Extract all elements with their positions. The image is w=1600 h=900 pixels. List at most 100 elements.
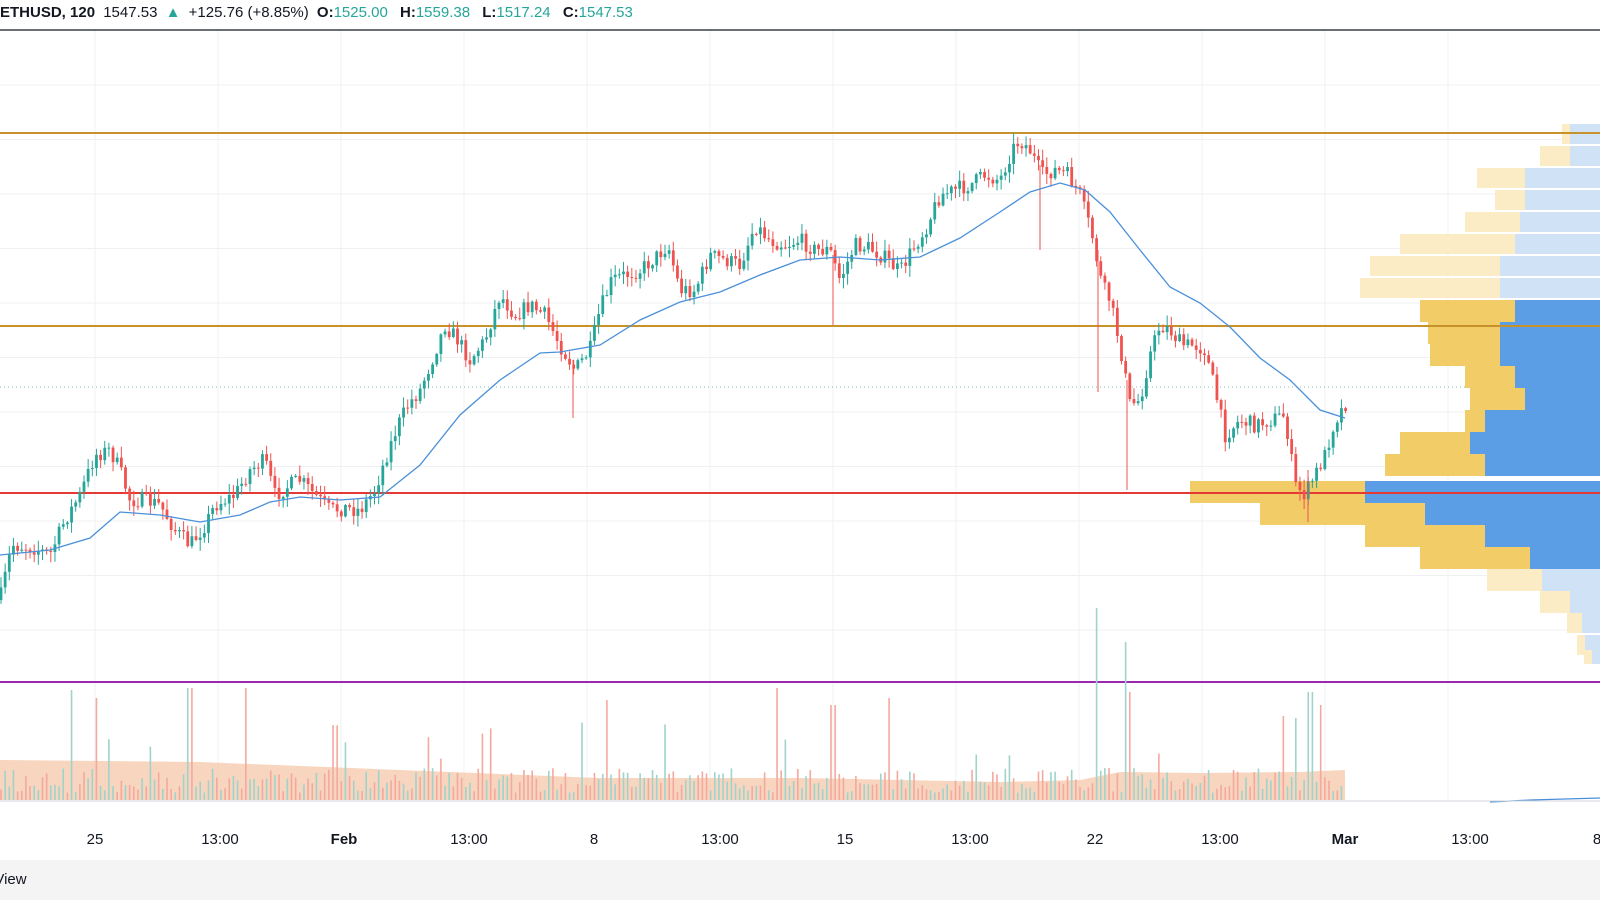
candle-body [1182, 334, 1186, 346]
candle-body [1319, 467, 1323, 470]
candle-body [933, 202, 937, 220]
close-value: 1547.53 [578, 4, 633, 21]
candle-body [617, 274, 621, 276]
candle-body [842, 273, 845, 278]
candle-body [36, 550, 40, 555]
volume-profile-up-bar [1470, 432, 1600, 454]
volume-profile-down-bar [1420, 547, 1530, 569]
candle-body [659, 251, 663, 258]
candle-body [252, 467, 256, 470]
candle-body [1240, 421, 1244, 423]
candle-body [912, 248, 916, 250]
candle-body [1340, 408, 1343, 423]
horizontal-levels[interactable] [0, 132, 1600, 683]
candle-body [1228, 437, 1231, 443]
symbol-interval[interactable]: ETHUSD, 120 [0, 4, 96, 21]
candle-body [974, 174, 978, 184]
candle-body [730, 256, 733, 267]
candle-body [630, 276, 634, 278]
candle-body [418, 388, 422, 401]
last-price: 1547.53 [103, 4, 158, 21]
candle-body [788, 246, 791, 248]
candle-body [609, 277, 613, 296]
candle-body [925, 234, 928, 238]
candle-body [493, 308, 497, 330]
volume-profile-down-bar [1465, 410, 1485, 432]
candle-body [883, 250, 887, 263]
volume-profile-down-bar [1365, 525, 1485, 547]
candle-body [916, 246, 920, 249]
candle-body [584, 357, 588, 359]
candle-body [460, 340, 464, 345]
brand-watermark: gView [0, 871, 27, 888]
candle-body [389, 441, 393, 463]
volume-profile-down-bar [1465, 366, 1515, 388]
candle-body [1115, 307, 1119, 337]
candle-body [256, 467, 260, 469]
candle-body [597, 314, 600, 325]
candle-body [501, 299, 505, 303]
candle-body [622, 271, 625, 275]
candle-body [169, 518, 173, 530]
candle-body [219, 503, 223, 511]
candle-body [82, 481, 86, 492]
candle-body [688, 286, 692, 298]
candle-body [315, 491, 318, 495]
candle-body [796, 242, 800, 245]
candle-body [543, 307, 547, 312]
candle-body [414, 399, 418, 401]
candle-body [979, 171, 982, 175]
volume-profile-down-bar [1540, 146, 1570, 166]
volume-profile-down-bar [1540, 591, 1570, 613]
candle-body [651, 265, 654, 269]
candle-body [422, 380, 426, 389]
candle-body [157, 498, 161, 503]
candle-body [837, 263, 841, 278]
candle-body [821, 248, 825, 255]
candle-body [1335, 422, 1339, 432]
candle-body [28, 549, 32, 553]
candle-body [954, 186, 957, 189]
candle-body [173, 529, 177, 532]
moving-average-line [0, 182, 1346, 556]
volume-profile-down-bar [1400, 234, 1515, 254]
candle-body [1066, 167, 1069, 172]
candle-body [522, 302, 526, 320]
candle-body [294, 475, 298, 477]
volume-profile-up-bar [1500, 344, 1600, 366]
candle-body [1041, 160, 1045, 167]
candle-body [1132, 399, 1136, 404]
candle-body [966, 191, 970, 194]
volume-profile-up-bar [1515, 366, 1600, 388]
candle-body [1178, 334, 1181, 342]
candle-body [464, 340, 468, 361]
candle-body [671, 250, 675, 266]
candle-body [70, 506, 73, 523]
volume-profile-up-bar [1525, 388, 1600, 410]
candle-body [663, 253, 667, 258]
candle-body [1174, 335, 1177, 342]
candle-body [1290, 439, 1294, 455]
candle-body [593, 324, 596, 341]
candle-body [1207, 355, 1211, 363]
time-tick-label: 8 [590, 831, 598, 848]
volume-pane [0, 608, 1600, 803]
time-axis[interactable]: 25 13:00 Feb 13:00 8 13:00 15 13:00 22 13:00 Mar 13… [0, 800, 1600, 848]
candle-body [900, 262, 903, 264]
candle-body [945, 193, 949, 195]
volume-profile-down-bar [1477, 168, 1525, 188]
candle-body [1082, 189, 1086, 202]
candle-body [572, 364, 576, 369]
volume-profile-up-bar [1500, 278, 1600, 298]
candle-body [1045, 166, 1049, 174]
candle-body [1120, 336, 1123, 362]
candle-body [1219, 400, 1223, 410]
legend-header: ETHUSD, 120 1547.53 ▲ +125.76 (+8.85%) O… [0, 0, 1600, 28]
candle-body [223, 503, 227, 505]
candle-body [331, 502, 335, 505]
candle-body [1020, 146, 1024, 149]
time-tick-label: 13:00 [951, 831, 989, 848]
candle-body [991, 179, 995, 184]
price-chart[interactable]: 25 13:00 Feb 13:00 8 13:00 15 13:00 22 13:00 Mar 13… [0, 0, 1600, 860]
candle-body [1091, 217, 1094, 239]
